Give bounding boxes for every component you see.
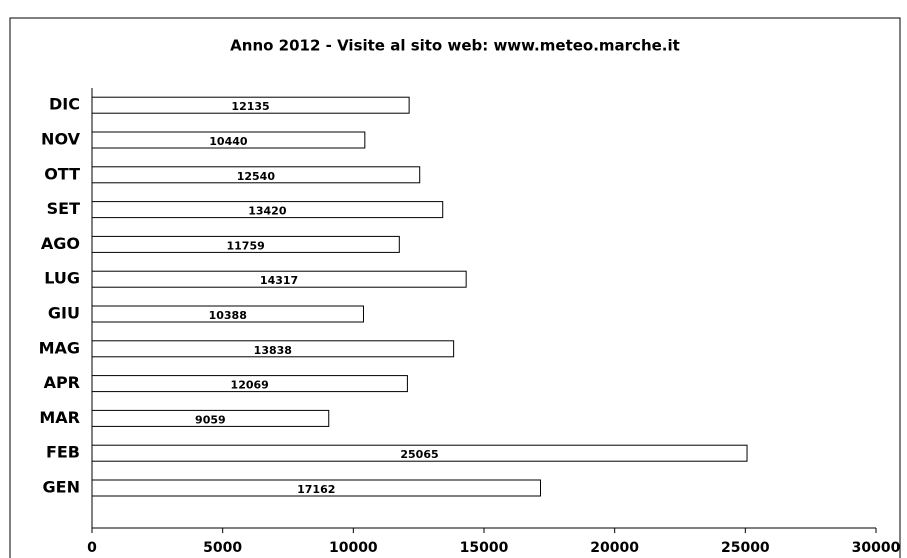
x-tick-label: 20000	[590, 540, 639, 556]
bar	[91, 270, 467, 288]
y-tick-label: DIC	[49, 95, 80, 114]
value-label: 12540	[237, 170, 276, 183]
value-label: 17162	[297, 483, 335, 496]
bar	[91, 375, 408, 393]
y-tick-label: APR	[44, 373, 80, 392]
y-tick-label: OTT	[44, 164, 80, 183]
bar	[91, 235, 400, 253]
y-tick-label: GIU	[48, 304, 80, 323]
bar	[91, 340, 455, 358]
x-tick-label: 15000	[460, 540, 509, 556]
y-tick-label: MAR	[39, 408, 80, 427]
y-tick-label: MAG	[39, 338, 80, 357]
bar	[91, 201, 444, 219]
value-label: 25065	[400, 448, 438, 461]
y-tick-label: AGO	[41, 234, 80, 253]
y-tick-label: GEN	[43, 478, 80, 497]
bar	[91, 444, 748, 462]
bar	[91, 131, 366, 149]
value-label: 13838	[254, 344, 292, 357]
value-label: 12135	[231, 100, 269, 113]
bar	[91, 166, 421, 184]
value-label: 13420	[248, 205, 287, 218]
x-tick-label: 5000	[203, 540, 242, 556]
y-tick-label: LUG	[44, 269, 80, 288]
x-tick-label: 10000	[329, 540, 378, 556]
x-tick-label: 30000	[852, 540, 901, 556]
value-label: 10440	[209, 135, 248, 148]
y-tick-label: SET	[47, 199, 80, 218]
bar	[91, 96, 410, 114]
value-label: 12069	[231, 379, 269, 392]
x-tick-label: 25000	[721, 540, 770, 556]
bar	[91, 409, 330, 427]
chart-title: Anno 2012 - Visite al sito web: www.mete…	[230, 37, 680, 55]
y-tick-label: FEB	[46, 443, 80, 462]
value-label: 10388	[209, 309, 247, 322]
value-label: 9059	[195, 413, 226, 426]
bar	[91, 305, 364, 323]
value-label: 11759	[227, 239, 265, 252]
x-tick-label: 0	[87, 540, 97, 556]
bar	[91, 479, 542, 497]
y-tick-label: NOV	[41, 130, 81, 149]
value-label: 14317	[260, 274, 298, 287]
